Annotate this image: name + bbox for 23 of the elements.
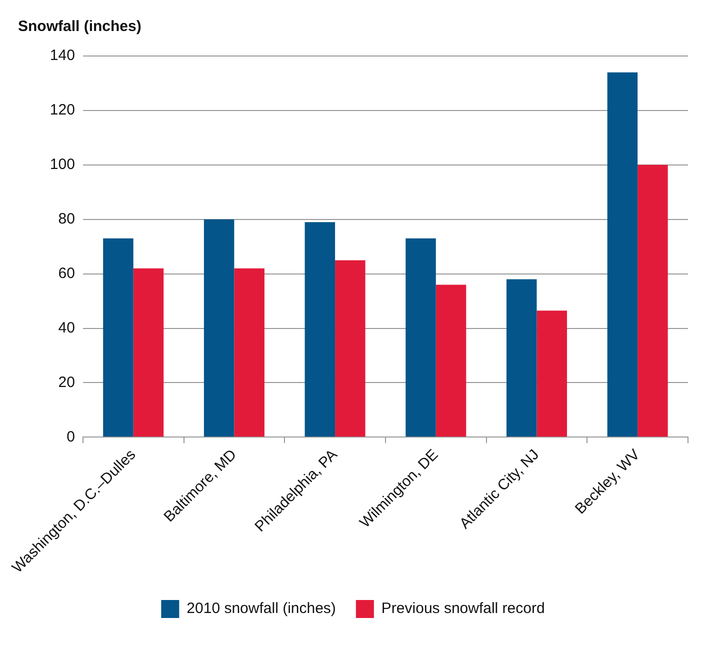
- bar: [638, 164, 668, 437]
- legend-label: 2010 snowfall (inches): [186, 600, 336, 618]
- bar: [436, 284, 466, 437]
- bar: [204, 219, 234, 437]
- y-tick-label: 80: [58, 210, 75, 228]
- bar: [103, 238, 134, 437]
- legend-label: Previous snowfall record: [381, 600, 545, 618]
- bar: [335, 260, 366, 437]
- bar: [304, 222, 336, 437]
- bar: [133, 268, 164, 437]
- bar: [506, 279, 537, 437]
- y-tick-label: 120: [50, 102, 75, 119]
- bar: [607, 72, 638, 437]
- y-tick-label: 40: [58, 319, 75, 336]
- y-tick-label: 100: [50, 156, 75, 174]
- bar: [406, 238, 436, 437]
- y-tick-label: 60: [58, 264, 75, 282]
- y-tick-label: 0: [66, 428, 75, 446]
- bar: [234, 268, 264, 437]
- y-axis-title: Snowfall (inches): [18, 18, 142, 36]
- bar: [536, 310, 567, 437]
- y-tick-label: 140: [50, 47, 75, 64]
- y-tick-label: 20: [58, 374, 75, 391]
